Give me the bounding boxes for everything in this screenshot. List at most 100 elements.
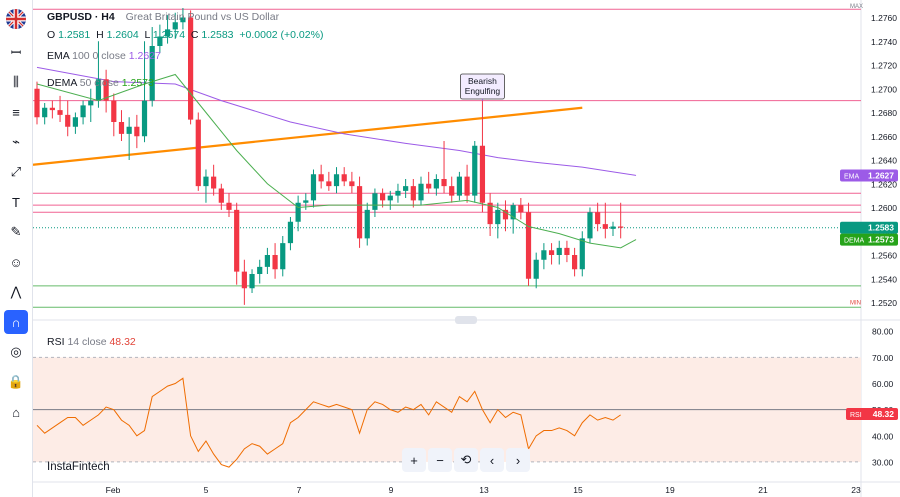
pattern-icon[interactable]: ⌁ [12, 134, 20, 149]
candle-body [587, 212, 593, 239]
dema-line [36, 73, 637, 249]
candle-body [310, 174, 317, 201]
candle-body [456, 176, 462, 196]
pane-resize-handle[interactable] [455, 316, 477, 324]
price-tick-label: 1.2720 [871, 61, 897, 71]
change-value: +0.0002 (+0.02%) [239, 29, 324, 41]
candle-body [479, 145, 486, 203]
candle-body [134, 126, 140, 137]
scroll-left-button[interactable]: ‹ [480, 448, 504, 472]
time-tick-label: 13 [479, 485, 489, 495]
time-tick-label: 19 [665, 485, 675, 495]
candle-body [502, 209, 509, 220]
candle-body [249, 274, 255, 289]
candle-icon[interactable]: ⫼ [13, 74, 19, 89]
ema-legend[interactable]: EMA 100 0 close 1.2627 [47, 50, 161, 62]
candle-body [441, 179, 447, 187]
price-tick-label: 1.2680 [871, 108, 897, 118]
candle-body [180, 17, 186, 23]
candle-body [34, 88, 40, 118]
candle-body [57, 110, 63, 115]
rsi-tick-label: 30.00 [872, 457, 894, 467]
candle-body [203, 176, 209, 187]
rsi-legend[interactable]: RSI 14 close 48.32 [47, 336, 136, 348]
candle-body [510, 205, 516, 220]
max-label: MAX [850, 4, 863, 10]
brush-icon[interactable]: ✎ [10, 224, 22, 239]
candle-body [418, 183, 424, 201]
fib-icon[interactable]: ≡ [12, 104, 20, 120]
candle-body [149, 46, 155, 101]
trend-line[interactable] [32, 106, 583, 166]
candle-body [387, 195, 393, 201]
rsi-band [33, 356, 861, 463]
drawing-toolbar: ꟷ ⫼ ≡ ⌁ ⤢ T ✎ ☺ ⋀ ∩ ◎ 🔒 ⌂ [0, 0, 33, 497]
last-price-badge-value: 1.2583 [868, 223, 894, 233]
dema-badge-label: DEMA [844, 238, 865, 245]
candle-body [349, 181, 355, 187]
open-label: O [47, 29, 56, 41]
scroll-right-button[interactable]: › [506, 448, 530, 472]
candle-body [164, 29, 171, 37]
candle-body [42, 107, 48, 118]
crosshair-icon[interactable]: ꟷ [10, 45, 22, 60]
measure-icon[interactable]: ⋀ [10, 284, 22, 299]
hide-icon[interactable]: ⌂ [12, 404, 20, 420]
candle-body [126, 126, 132, 134]
min-label: MIN [850, 300, 861, 306]
rsi-badge [846, 408, 898, 421]
text-icon[interactable]: T [12, 194, 20, 210]
close-value: 1.2583 [201, 29, 234, 41]
rsi-tick-label: 70.00 [872, 353, 894, 363]
candle-body [487, 202, 493, 225]
rsi-badge-label: RSI [850, 412, 862, 419]
candle-body [95, 79, 102, 101]
gb-flag-icon[interactable] [6, 9, 26, 29]
candle-body [618, 226, 624, 228]
dema-legend[interactable]: DEMA 50 close 1.2573 [47, 77, 154, 89]
time-tick-label: 7 [297, 485, 302, 495]
time-tick-label: 21 [758, 485, 768, 495]
candle-body [280, 243, 286, 270]
time-axis[interactable]: Feb 5 7 9 13 15 19 21 23 [106, 485, 861, 495]
candle-body [548, 250, 555, 255]
candle-body [218, 188, 224, 203]
trend-line-icon[interactable]: ⤢ [10, 164, 22, 179]
emoji-icon[interactable]: ☺ [9, 254, 23, 270]
zoom-in-button[interactable]: + [402, 448, 426, 472]
symbol-title[interactable]: GBPUSD · H4 [47, 11, 115, 23]
candle-body [495, 209, 501, 225]
candle-body [111, 100, 117, 122]
brand-logo: InstaFintech [47, 461, 110, 473]
candle-body [141, 100, 148, 137]
candle-body [303, 200, 309, 203]
candle-body [518, 205, 524, 213]
candle-body [464, 176, 470, 196]
eye-icon[interactable]: ◎ [10, 344, 22, 359]
candle-body [579, 238, 585, 270]
dema-label: DEMA [47, 77, 77, 89]
ema-badge [840, 169, 898, 182]
magnet-icon[interactable]: ∩ [4, 310, 28, 334]
lock-icon[interactable]: 🔒 [7, 374, 25, 389]
candle-body [118, 122, 125, 134]
reset-button[interactable]: ⟲ [454, 448, 478, 472]
price-tick-label: 1.2700 [871, 84, 897, 94]
dema-value: 1.2573 [121, 77, 154, 89]
last-price-badge [840, 221, 898, 234]
candle-body [380, 193, 386, 201]
candle-body [226, 202, 232, 210]
candle-body [556, 247, 562, 255]
candle-body [541, 250, 547, 260]
price-tick-label: 1.2740 [871, 37, 897, 47]
chart-controls: + − ⟲ ‹ › [402, 448, 530, 473]
annotation-text: Engulfing [465, 86, 501, 96]
ema-value: 1.2627 [128, 50, 161, 62]
candle-body [88, 100, 94, 106]
zoom-out-button[interactable]: − [428, 448, 452, 472]
candle-body [318, 174, 324, 182]
ohlc-legend: O 1.2581 H 1.2604 L 1.2574 C 1.2583 +0.0… [47, 29, 323, 41]
